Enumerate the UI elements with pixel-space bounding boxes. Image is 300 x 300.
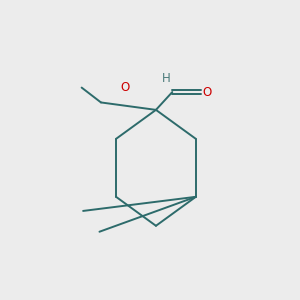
Text: O: O: [202, 85, 212, 98]
Text: H: H: [162, 72, 171, 85]
Text: O: O: [120, 81, 129, 94]
